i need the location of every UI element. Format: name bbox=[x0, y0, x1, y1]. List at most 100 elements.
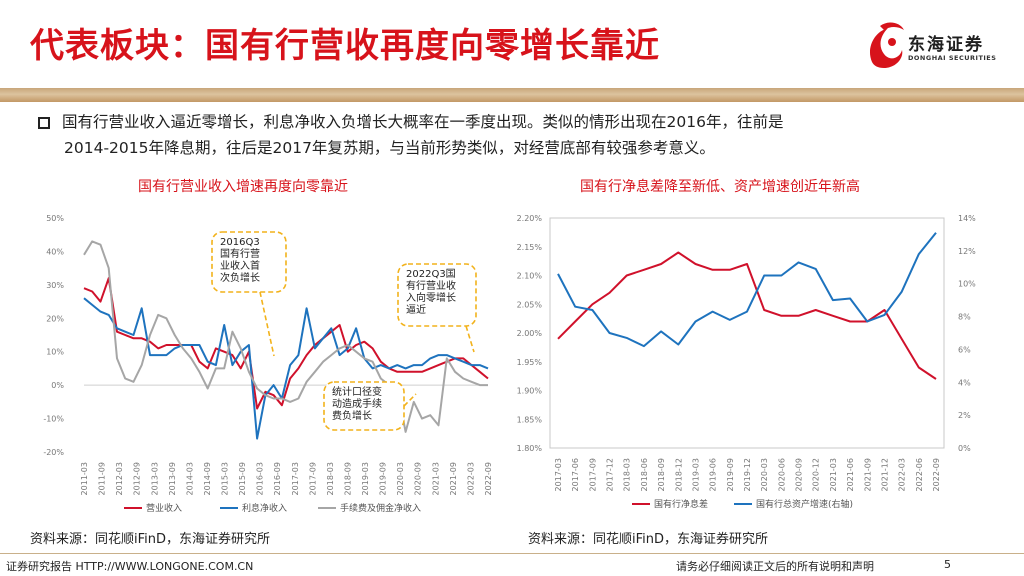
annotation-text: 入向零增长 bbox=[406, 291, 456, 304]
annotation-text: 国有行营 bbox=[220, 247, 260, 260]
annotation-text: 费负增长 bbox=[332, 409, 372, 422]
x-tick-label: 2022-09 bbox=[932, 458, 941, 491]
y-tick-label: 0% bbox=[51, 381, 64, 390]
x-tick-label: 2020-03 bbox=[396, 462, 405, 495]
x-tick-label: 2015-09 bbox=[238, 462, 247, 495]
left-y-tick-label: 1.95% bbox=[517, 358, 543, 367]
x-tick-label: 2012-09 bbox=[133, 462, 142, 495]
x-tick-label: 2017-12 bbox=[606, 458, 615, 491]
left-y-tick-label: 2.00% bbox=[517, 329, 543, 338]
annotation-text: 统计口径变 bbox=[332, 385, 382, 398]
x-tick-label: 2016-09 bbox=[273, 462, 282, 495]
x-tick-label: 2022-03 bbox=[898, 458, 907, 491]
x-tick-label: 2020-09 bbox=[795, 458, 804, 491]
x-tick-label: 2019-12 bbox=[743, 458, 752, 491]
annotation-text: 逼近 bbox=[406, 303, 426, 316]
x-tick-label: 2021-03 bbox=[829, 458, 838, 491]
x-tick-label: 2019-09 bbox=[726, 458, 735, 491]
x-tick-label: 2021-09 bbox=[449, 462, 458, 495]
x-tick-label: 2017-03 bbox=[291, 462, 300, 495]
x-tick-label: 2017-09 bbox=[308, 462, 317, 495]
annotation-text: 2016Q3 bbox=[220, 237, 260, 248]
annotation-text: 2022Q3国 bbox=[406, 268, 456, 280]
x-tick-label: 2012-03 bbox=[115, 462, 124, 495]
left-y-tick-label: 1.80% bbox=[517, 444, 543, 453]
x-tick-label: 2018-09 bbox=[657, 458, 666, 491]
bullet-text-line-2: 2014-2015年降息期，往后是2017年复苏期，与当前形势类似，对经营底部有… bbox=[64, 139, 715, 157]
left-y-tick-label: 1.85% bbox=[517, 415, 543, 424]
right-y-tick-label: 6% bbox=[958, 345, 971, 354]
logo-english-name: DONGHAI SECURITIES bbox=[908, 54, 997, 62]
plot-frame bbox=[549, 217, 945, 449]
x-tick-label: 2018-03 bbox=[623, 458, 632, 491]
x-tick-label: 2018-12 bbox=[674, 458, 683, 491]
annotation-text: 有行营业收 bbox=[406, 279, 456, 292]
right-chart-title: 国有行净息差降至新低、资产增速创近年新高 bbox=[580, 179, 860, 195]
x-tick-label: 2018-06 bbox=[640, 458, 649, 491]
nim-asset-growth-chart: 1.80% 1.85% 1.90% 1.95% 2.00% 2.05% 2.10% 2.15%… bbox=[517, 214, 977, 510]
y-tick-label: 20% bbox=[46, 314, 64, 323]
x-tick-label: 2020-06 bbox=[777, 458, 786, 491]
logo-icon bbox=[869, 22, 904, 68]
page-number: 5 bbox=[944, 558, 951, 571]
x-tick-label: 2021-03 bbox=[431, 462, 440, 495]
header-band bbox=[0, 88, 1024, 102]
x-tick-label: 2021-09 bbox=[863, 458, 872, 491]
x-tick-label: 2019-06 bbox=[709, 458, 718, 491]
legend-label: 国有行总资产增速(右轴) bbox=[756, 498, 853, 510]
left-y-tick-label: 2.05% bbox=[517, 300, 543, 309]
y-tick-label: -10% bbox=[43, 415, 64, 424]
bullet-text-line-1: 国有行营业收入逼近零增长，利息净收入负增长大概率在一季度出现。类似的情形出现在2… bbox=[62, 113, 784, 131]
x-tick-label: 2014-03 bbox=[185, 462, 194, 495]
right-source-note: 资料来源：同花顺iFinD，东海证券研究所 bbox=[528, 532, 769, 547]
x-tick-label: 2015-03 bbox=[221, 462, 230, 495]
legend-label: 国有行净息差 bbox=[654, 498, 708, 510]
y-tick-label: 30% bbox=[46, 281, 64, 290]
left-y-tick-label: 2.20% bbox=[517, 214, 543, 223]
series-line bbox=[83, 277, 489, 410]
legend-label: 营业收入 bbox=[146, 502, 182, 514]
right-y-tick-label: 0% bbox=[958, 444, 971, 453]
x-tick-label: 2011-03 bbox=[80, 462, 89, 495]
y-tick-label: 50% bbox=[46, 214, 64, 223]
x-tick-label: 2022-03 bbox=[466, 462, 475, 495]
x-tick-label: 2020-09 bbox=[414, 462, 423, 495]
x-tick-label: 2019-03 bbox=[361, 462, 370, 495]
left-chart-title: 国有行营业收入增速再度向零靠近 bbox=[138, 179, 348, 195]
annotation-box bbox=[397, 263, 477, 327]
x-tick-label: 2014-09 bbox=[203, 462, 212, 495]
x-tick-label: 2022-09 bbox=[484, 462, 493, 495]
x-tick-label: 2020-12 bbox=[812, 458, 821, 491]
footer-disclaimer: 请务必仔细阅读正文后的所有说明和声明 bbox=[676, 560, 874, 573]
x-tick-label: 2017-06 bbox=[571, 458, 580, 491]
series-line bbox=[557, 251, 937, 380]
footer-divider bbox=[0, 553, 1024, 554]
x-tick-label: 2021-12 bbox=[880, 458, 889, 491]
legend-label: 利息净收入 bbox=[242, 502, 287, 514]
legend-label: 手续费及佣金净收入 bbox=[340, 502, 421, 514]
annotation-leader bbox=[259, 291, 275, 357]
annotation-leader bbox=[403, 393, 417, 407]
series-line bbox=[557, 232, 937, 348]
right-y-tick-label: 10% bbox=[958, 280, 976, 289]
right-y-tick-label: 2% bbox=[958, 411, 971, 420]
left-source-note: 资料来源：同花顺iFinD，东海证券研究所 bbox=[30, 532, 271, 547]
x-tick-label: 2018-03 bbox=[326, 462, 335, 495]
series-line bbox=[83, 297, 489, 440]
series-line bbox=[83, 240, 488, 433]
footer-website: 证券研究报告 HTTP://WWW.LONGONE.COM.CN bbox=[6, 560, 254, 573]
right-y-tick-label: 14% bbox=[958, 214, 976, 223]
x-tick-label: 2022-06 bbox=[915, 458, 924, 491]
x-tick-label: 2013-09 bbox=[168, 462, 177, 495]
right-y-tick-label: 8% bbox=[958, 313, 971, 322]
annotation-text: 动造成手续 bbox=[332, 397, 382, 410]
x-tick-label: 2017-09 bbox=[588, 458, 597, 491]
right-y-tick-label: 12% bbox=[958, 247, 976, 256]
x-tick-label: 2020-03 bbox=[760, 458, 769, 491]
y-tick-label: -20% bbox=[43, 448, 64, 457]
x-tick-label: 2011-09 bbox=[98, 462, 107, 495]
x-tick-label: 2019-03 bbox=[691, 458, 700, 491]
revenue-growth-chart: -20% -10% 0% 10% 20% 30% 40% 50% 2011-03 2011-09 2… bbox=[43, 214, 493, 514]
logo-name: 东海证券 bbox=[908, 35, 984, 55]
